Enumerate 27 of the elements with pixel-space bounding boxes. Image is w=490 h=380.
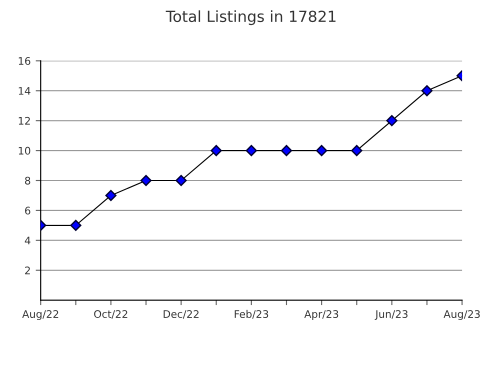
- x-tick-label: Feb/23: [234, 310, 268, 319]
- point: [105, 190, 117, 202]
- point: [70, 220, 82, 231]
- x-tick-label: Oct/22: [94, 310, 128, 319]
- point: [351, 144, 362, 156]
- y-tick-label: 16: [18, 57, 30, 65]
- y-tick-label: 10: [18, 146, 30, 155]
- x-tick-label: Dec/22: [164, 310, 199, 319]
- point: [176, 174, 187, 186]
- y-tick-label: 12: [18, 116, 30, 125]
- y-tick-label: 2: [25, 266, 30, 274]
- x-tick-label: Aug/23: [444, 310, 480, 320]
- y-tick-label: 14: [18, 87, 30, 95]
- y-tick-label: 8: [25, 176, 30, 185]
- x-tick-label: Aug/22: [22, 310, 58, 320]
- point: [386, 115, 398, 126]
- y-tick-label: 6: [25, 206, 30, 215]
- point: [140, 174, 152, 186]
- x-tick-label: Jun/23: [374, 310, 408, 320]
- chart-title: Total Listings in 17821: [166, 10, 336, 26]
- point: [210, 144, 222, 156]
- point: [316, 144, 328, 156]
- point: [246, 144, 257, 156]
- x-tick-label: Apr/23: [304, 310, 338, 320]
- y-tick-label: 4: [24, 236, 30, 244]
- point: [280, 144, 292, 156]
- point: [421, 85, 433, 96]
